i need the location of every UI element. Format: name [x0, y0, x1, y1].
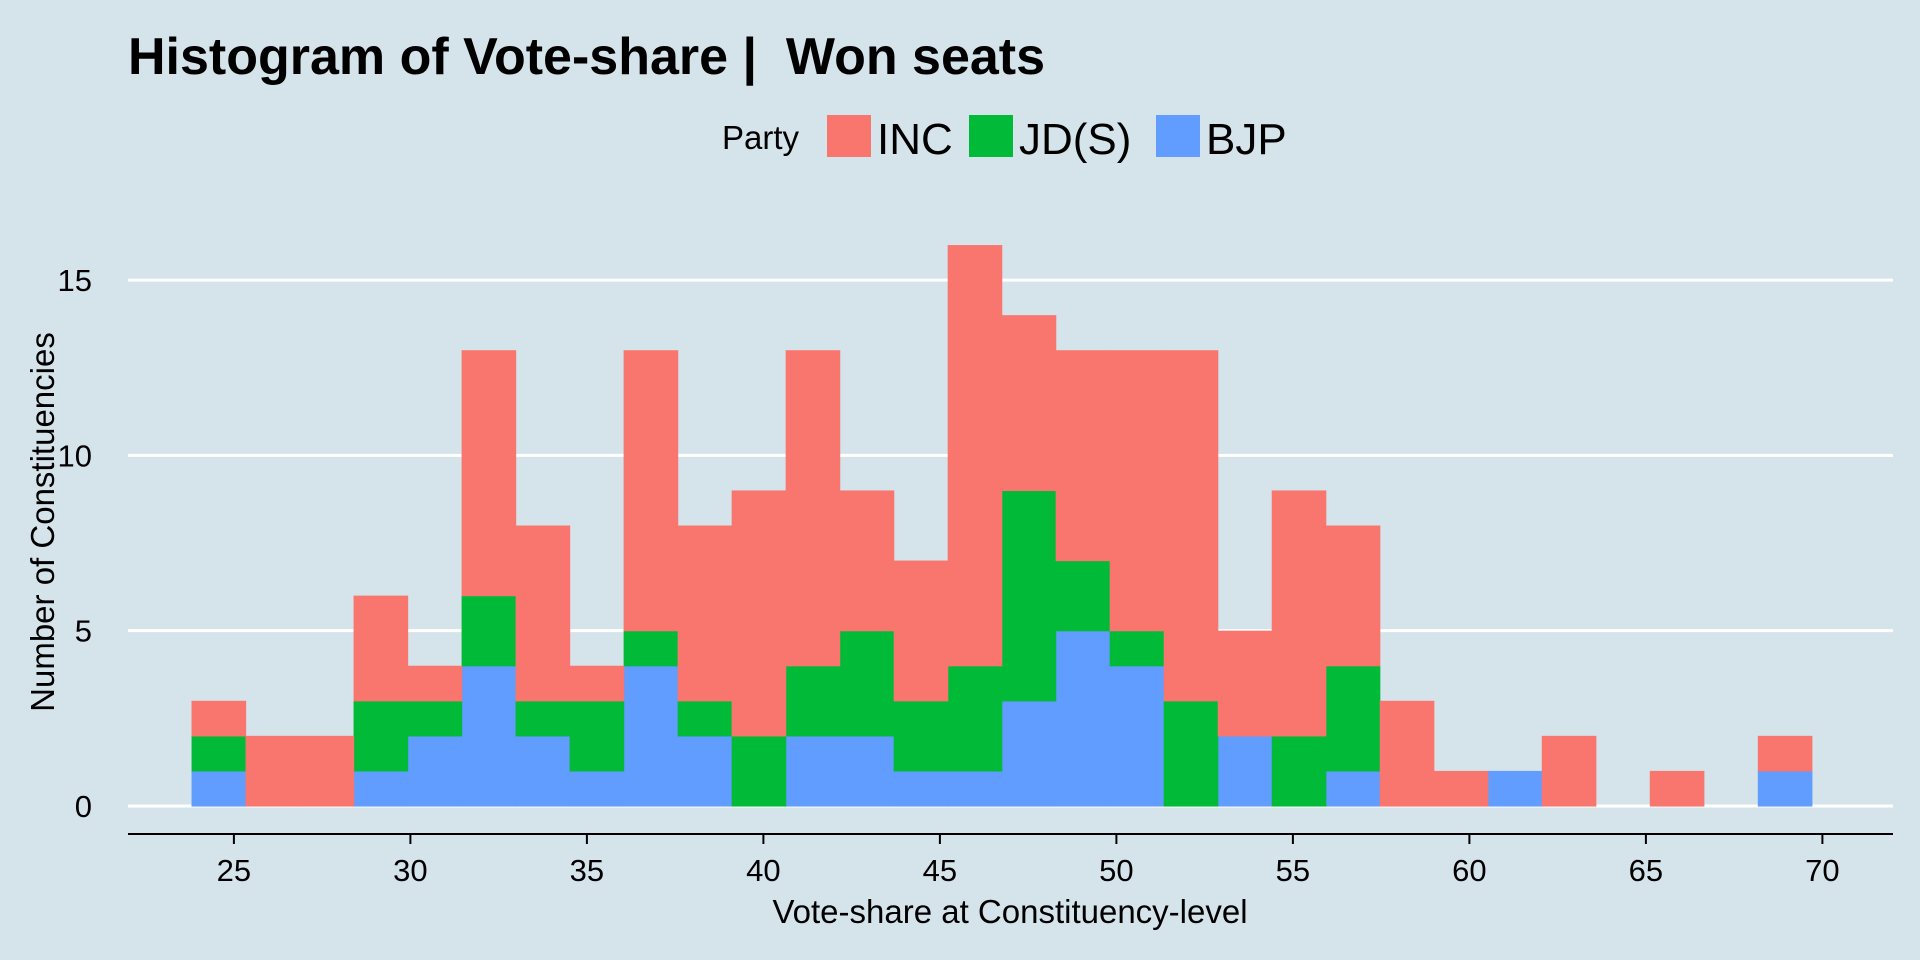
axes: 0 5 10 15 25 30 35 40 45 50 55 60 65 70: [58, 263, 1893, 888]
bar-bjp-24: [1487, 770, 1543, 807]
bar-inc-17: [1109, 350, 1165, 632]
bar-jds-16: [1055, 560, 1111, 632]
x-tick-label: 65: [1629, 853, 1663, 888]
y-axis-label: Number of Constituencies: [24, 332, 61, 712]
legend-swatch-jds: [969, 115, 1013, 157]
bar-bjp-7: [569, 770, 625, 807]
x-axis-label: Vote-share at Constituency-level: [772, 893, 1247, 930]
x-tick-label: 55: [1276, 853, 1310, 888]
bar-inc-22: [1379, 700, 1435, 807]
bar-inc-29: [1757, 735, 1813, 772]
bar-inc-2: [299, 735, 355, 807]
bar-bjp-15: [1001, 700, 1057, 807]
bar-jds-12: [839, 630, 895, 737]
bar-inc-5: [461, 350, 517, 597]
bar-inc-10: [731, 490, 787, 737]
bar-jds-7: [569, 700, 625, 772]
legend-label-jds: JD(S): [1019, 115, 1131, 164]
x-tick-label: 50: [1099, 853, 1133, 888]
bar-inc-11: [785, 350, 841, 667]
bar-bjp-29: [1757, 770, 1813, 807]
x-tick-label: 45: [923, 853, 957, 888]
bar-inc-13: [893, 560, 949, 702]
x-tick-label: 35: [570, 853, 604, 888]
legend-label-inc: INC: [877, 115, 953, 164]
bar-inc-19: [1217, 630, 1273, 737]
bar-bjp-3: [353, 770, 409, 807]
bar-inc-18: [1163, 350, 1219, 702]
bar-jds-15: [1001, 490, 1057, 702]
bar-inc-1: [245, 735, 301, 807]
chart-title: Histogram of Vote-share | Won seats: [128, 28, 1045, 86]
bar-inc-16: [1055, 350, 1111, 562]
bar-jds-0: [191, 735, 247, 772]
bar-bjp-12: [839, 735, 895, 807]
bar-jds-5: [461, 595, 517, 667]
x-tick-label: 60: [1452, 853, 1486, 888]
bar-bjp-11: [785, 735, 841, 807]
bar-jds-20: [1271, 735, 1327, 807]
bar-jds-17: [1109, 630, 1165, 667]
bar-jds-10: [731, 735, 787, 807]
bar-inc-9: [677, 525, 733, 702]
bar-inc-20: [1271, 490, 1327, 737]
x-tick-label: 25: [217, 853, 251, 888]
bar-jds-11: [785, 665, 841, 737]
legend-label-bjp: BJP: [1206, 115, 1287, 164]
bar-bjp-16: [1055, 630, 1111, 807]
bar-jds-13: [893, 700, 949, 772]
legend: Party INC JD(S) BJP: [722, 115, 1287, 164]
bar-bjp-19: [1217, 735, 1273, 807]
bar-jds-18: [1163, 700, 1219, 807]
legend-title: Party: [722, 119, 800, 156]
bar-inc-0: [191, 700, 247, 737]
x-tick-label: 70: [1805, 853, 1839, 888]
bar-inc-3: [353, 595, 409, 702]
bar-bjp-21: [1325, 770, 1381, 807]
bar-jds-9: [677, 700, 733, 737]
bar-inc-14: [947, 245, 1003, 667]
legend-swatch-bjp: [1156, 115, 1200, 157]
bar-inc-7: [569, 665, 625, 702]
bar-bjp-0: [191, 770, 247, 807]
bar-jds-6: [515, 700, 571, 737]
bar-inc-4: [407, 665, 463, 702]
bar-inc-27: [1649, 770, 1705, 807]
bar-inc-21: [1325, 525, 1381, 667]
bar-bjp-6: [515, 735, 571, 807]
bar-jds-21: [1325, 665, 1381, 772]
bar-inc-23: [1433, 770, 1489, 807]
bar-jds-3: [353, 700, 409, 772]
y-tick-label: 10: [58, 438, 92, 473]
x-tick-label: 40: [746, 853, 780, 888]
bar-jds-8: [623, 630, 679, 667]
bar-inc-25: [1541, 735, 1597, 807]
bar-inc-8: [623, 350, 679, 632]
bars: [191, 245, 1813, 807]
bar-bjp-13: [893, 770, 949, 807]
y-tick-label: 0: [75, 789, 92, 824]
x-tick-label: 30: [393, 853, 427, 888]
bar-inc-15: [1001, 315, 1057, 492]
bar-bjp-5: [461, 665, 517, 807]
bar-bjp-17: [1109, 665, 1165, 807]
y-tick-label: 15: [58, 263, 92, 298]
bar-inc-12: [839, 490, 895, 632]
legend-swatch-inc: [827, 115, 871, 157]
y-tick-label: 5: [75, 614, 92, 649]
bar-bjp-14: [947, 770, 1003, 807]
bar-jds-14: [947, 665, 1003, 772]
bar-bjp-8: [623, 665, 679, 807]
bar-bjp-4: [407, 735, 463, 807]
bar-jds-4: [407, 700, 463, 737]
bar-inc-6: [515, 525, 571, 702]
bar-bjp-9: [677, 735, 733, 807]
